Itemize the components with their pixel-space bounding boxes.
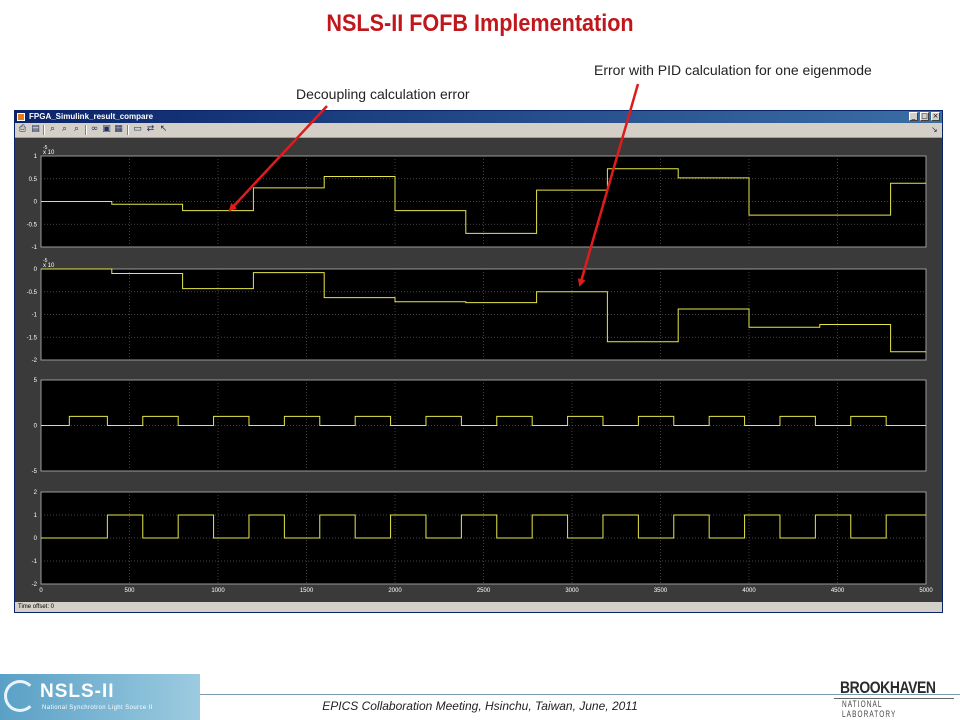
print-icon[interactable]: ⎙ [18, 124, 27, 134]
scope-plot-area: 1 0.5 0 -0.5 -1 x 10 -5 0 -0.5 -1 -1.5 -2 x 10 -5 5 0 -5… [15, 138, 942, 602]
parameters-icon[interactable]: ▤ [31, 124, 40, 134]
floating-scope-icon[interactable]: ▭ [133, 124, 142, 134]
status-bar: Time offset: 0 [15, 602, 942, 612]
x-tick-label: 2000 [388, 588, 402, 594]
scope-axes-2: 0 -0.5 -1 -1.5 -2 x 10-5 [27, 258, 927, 364]
y-tick-label: 2 [34, 490, 38, 496]
y-multiplier-label: x 10 [43, 263, 55, 269]
toolbar-separator [43, 125, 45, 135]
y-tick-label: 0 [34, 536, 38, 542]
footer-text: EPICS Collaboration Meeting, Hsinchu, Ta… [322, 699, 638, 713]
x-tick-label: 500 [124, 588, 135, 594]
signal-trace-3 [41, 415, 926, 426]
resize-icon[interactable]: ↘ [931, 125, 938, 134]
window-title: FPGA_Simulink_result_compare [29, 112, 154, 121]
y-tick-label: 0 [34, 424, 38, 430]
y-multiplier-label: x 10 [43, 150, 55, 156]
y-tick-label: 1 [34, 513, 38, 519]
time-offset-label: Time offset: 0 [18, 604, 55, 610]
signal-trace-4 [41, 514, 926, 539]
annotation-decoupling-error: Decoupling calculation error [296, 86, 470, 102]
toolbar-separator [127, 125, 129, 135]
nsls-logo-text: NSLS-II [40, 681, 115, 702]
scope-axes-3: 5 0 -5 [32, 378, 927, 475]
y-exponent-label: -5 [43, 145, 48, 151]
y-tick-label: 1 [34, 154, 38, 160]
slide-title: NSLS-II FOFB Implementation [326, 10, 634, 37]
binoculars-icon[interactable]: ∞ [90, 124, 99, 134]
y-tick-label: 0 [34, 267, 38, 273]
x-tick-label: 3000 [565, 588, 579, 594]
zoom-icon[interactable]: ⌕ [49, 124, 56, 134]
y-exponent-label: -5 [43, 258, 48, 264]
x-tick-label: 0 [39, 588, 43, 594]
footer-divider [200, 694, 960, 695]
window-titlebar[interactable]: FPGA_Simulink_result_compare _ □ × [15, 111, 942, 123]
scope-window: FPGA_Simulink_result_compare _ □ × ⎙ ▤ ⌕… [14, 110, 943, 613]
minimize-button[interactable]: _ [909, 112, 918, 121]
annotation-pid-error: Error with PID calculation for one eigen… [594, 62, 872, 78]
x-tick-label: 1500 [300, 588, 314, 594]
brookhaven-logo-rule [834, 698, 954, 699]
scope-axes-1: 1 0.5 0 -0.5 -1 x 10-5 [27, 145, 927, 251]
y-tick-label: -0.5 [27, 222, 38, 228]
restore-axes-icon[interactable]: ▦ [114, 124, 123, 134]
brookhaven-logo-subtitle: NATIONAL LABORATORY [842, 699, 897, 719]
signal-trace-2 [41, 268, 926, 353]
brookhaven-logo-text: BROOKHAVEN [840, 678, 936, 697]
close-button[interactable]: × [931, 112, 940, 121]
zoom-x-icon[interactable]: ⌕ [61, 124, 68, 134]
x-tick-label: 4000 [742, 588, 756, 594]
brookhaven-logo: BROOKHAVEN NATIONAL LABORATORY [834, 678, 960, 719]
y-tick-label: -1.5 [27, 335, 38, 341]
y-tick-label: -5 [32, 469, 38, 475]
x-tick-label: 3500 [654, 588, 668, 594]
y-tick-label: -1 [32, 559, 38, 565]
y-tick-label: -2 [32, 358, 38, 364]
lock-axes-icon[interactable]: ↖ [159, 124, 168, 134]
x-tick-label: 1000 [211, 588, 225, 594]
x-tick-label: 2500 [477, 588, 491, 594]
scope-toolbar: ⎙ ▤ ⌕ ⌕ ⌕ ∞ ▣ ▦ ▭ ⇄ ↖ [15, 123, 942, 138]
y-tick-label: -1 [32, 245, 38, 251]
scope-chart: 10.50-0.5-1x 10-50-0.5-1-1.5-2x 10-550-5… [27, 145, 934, 594]
x-tick-label: 4500 [831, 588, 845, 594]
signal-trace-1 [41, 168, 926, 234]
y-tick-label: 5 [34, 378, 38, 384]
zoom-y-icon[interactable]: ⌕ [73, 124, 80, 134]
save-axes-icon[interactable]: ▣ [102, 124, 111, 134]
y-tick-label: -0.5 [27, 290, 38, 296]
scope-axes-4: 210-1-20 500 1000 1500 2000 2500 3000 3500 4000 4… [32, 490, 934, 594]
nsls-logo: NSLS-II National Synchrotron Light Sourc… [0, 674, 200, 720]
y-tick-label: -1 [32, 313, 38, 319]
nsls-logo-subtitle: National Synchrotron Light Source II [42, 705, 153, 711]
y-tick-label: 0.5 [29, 177, 38, 183]
nsls-swirl-icon [4, 680, 36, 712]
toolbar-separator [85, 125, 87, 135]
x-tick-label: 5000 [919, 588, 933, 594]
y-tick-label: -2 [32, 582, 38, 588]
maximize-button[interactable]: □ [920, 112, 929, 121]
y-tick-label: 0 [34, 200, 38, 206]
signal-selector-icon[interactable]: ⇄ [146, 124, 155, 134]
matlab-icon [17, 113, 25, 121]
